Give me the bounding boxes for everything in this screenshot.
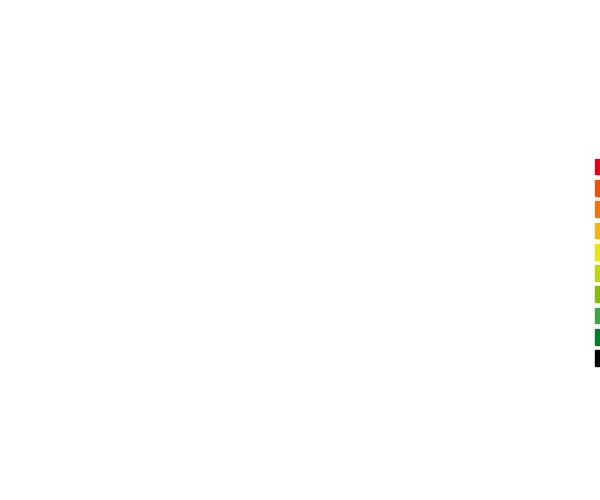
Legend: 0.66 - 0.78, 0.78 - 0.89, 0.89 - 1.00, 1.01 - 1.12, 1.12 - 1.23, 1.25 - 1.35, 1.: 0.66 - 0.78, 0.78 - 0.89, 0.89 - 1.00, 1… — [591, 134, 600, 370]
